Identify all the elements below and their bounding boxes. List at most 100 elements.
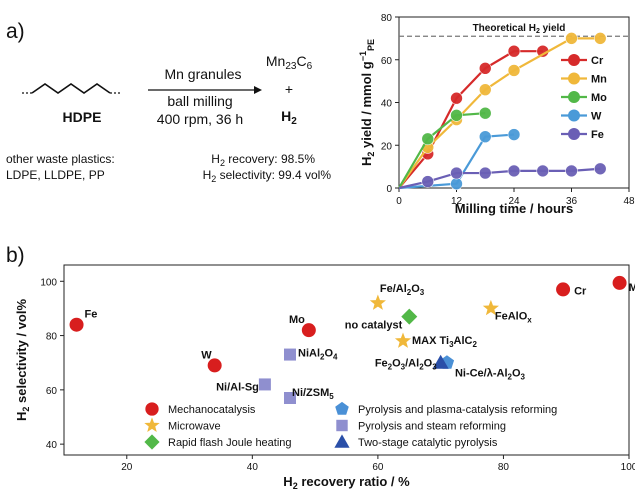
other-plastics-title: other waste plastics: [6,152,115,166]
scatter-point-w [207,358,222,373]
x-tick-label: 0 [396,196,402,207]
y-tick-label: 100 [40,277,57,288]
legend-marker-cr [568,54,580,66]
scatter-label-w: W [201,349,212,361]
scatter-chart-axes: 20 40 60 80 100 40 60 80 100 [40,264,635,473]
data-point-cr [478,62,492,75]
data-point-mo [450,109,463,122]
data-point-fe [565,164,578,178]
y-tick-label: 0 [386,184,392,195]
scatter-chart: b) 20 40 60 80 100 40 60 80 100 H2 selectivity /… [6,244,635,491]
x-tick-label: 48 [623,196,635,207]
condition-speed: 400 rpm, 36 h [157,111,243,127]
legend-label-star: Microwave [168,421,221,433]
legend-marker-pentagon [335,401,349,415]
scatter-point-fe-al2o3 [369,294,386,310]
data-point-fe [450,166,463,180]
scatter-point-fealox [482,299,499,316]
condition-milling: ball milling [167,93,232,109]
scatter-label-ni-zsm5: Ni/ZSM5 [292,387,334,401]
panel-b-label: b) [6,244,25,267]
line-chart-y-axis-label: H2 yield / mmol g−1PE [358,39,376,166]
data-point-fe [593,162,607,176]
scatter-point-no-catalyst [401,308,418,325]
scatter-point-mn [612,275,627,290]
scatter-x-axis-label: H2 recovery ratio / % [283,474,410,491]
product-hydrogen: H2 [281,108,297,127]
hdpe-chain-icon [22,83,121,94]
scatter-label-fe-al2o3: Fe/Al2O3 [380,283,425,297]
data-point-fe [478,166,492,180]
data-point-w [507,128,521,141]
scatter-label-no-catalyst: no catalyst [345,320,403,332]
scatter-legend: Mechanocatalysis Microwave Rapid flash Jou… [144,401,557,450]
y-tick-label: 60 [381,56,393,67]
line-chart-legend: Cr Mn Mo W Fe [561,54,607,141]
x-tick-label: 40 [247,462,259,473]
data-point-cr [450,91,463,105]
line-chart-axes: 0 12 24 36 48 0 20 40 60 80 [381,13,635,207]
scatter-point-fe2o3-al2o3 [432,354,449,369]
legend-label-mn: Mn [591,74,607,86]
series-line-mo [398,112,486,189]
x-tick-label: 12 [451,196,463,207]
scatter-label-max-ti3alc2: MAX Ti3AlC2 [412,335,477,349]
data-point-cr [507,44,521,58]
series-line-cr [398,50,543,189]
data-point-w [450,177,463,191]
scatter-point-max-ti3alc2 [394,332,412,348]
scatter-label-fe2o3-al2o3: Fe2O3/Al2O3 [375,358,437,372]
legend-marker-mo [568,91,580,103]
scatter-label-ni-ce-al2o3: Ni-Ce/λ-Al2O3 [455,368,526,382]
legend-label-square: Pyrolysis and steam reforming [358,421,506,433]
y-tick-label: 80 [381,13,393,24]
legend-marker-diamond [144,434,160,450]
data-point-fe [507,164,521,178]
y-tick-label: 40 [46,440,58,451]
legend-label-triangle: Two-stage catalytic pyrolysis [358,437,498,449]
data-point-mn [565,32,578,45]
data-point-fe [421,175,435,188]
y-tick-label: 80 [46,332,58,343]
legend-marker-w [568,109,580,122]
legend-label-circle: Mechanocatalysis [168,404,256,416]
legend-marker-square [336,419,348,432]
data-point-mn [593,32,607,45]
scatter-y-axis-label: H2 selectivity / vol% [14,299,31,422]
scatter-points: Fe W Mo Cr Mn Fe/Al2O3 FeAlOx MAX Ti3AlC2 no cat… [69,275,635,404]
scatter-point-mo [301,323,316,338]
data-point-w [478,130,492,143]
y-tick-label: 20 [381,141,393,152]
product-carbide: Mn23C6 [266,53,313,72]
h2-recovery-text: H2 recovery: 98.5% [211,152,315,168]
x-tick-label: 100 [621,462,635,473]
theoretical-yield-label: Theoretical H2 yield [473,23,566,35]
x-tick-label: 80 [498,462,510,473]
scatter-frame [63,264,630,456]
scatter-label-cr: Cr [574,285,587,297]
scatter-point-fe [69,317,84,332]
scatter-label-ni-al-sg: Ni/Al-Sg [216,381,259,393]
legend-label-cr: Cr [591,55,604,67]
x-tick-label: 36 [566,196,578,207]
legend-marker-star [144,417,160,433]
scatter-point-ni-zsm5 [284,392,296,404]
scatter-point-nial2o4 [284,348,296,361]
scatter-label-fealox: FeAlOx [495,310,532,324]
data-point-mn [478,83,492,96]
data-point-mn [507,64,521,77]
legend-label-diamond: Rapid flash Joule heating [168,437,292,449]
x-tick-label: 60 [372,462,384,473]
line-chart: 0 12 24 36 48 0 20 40 60 80 H2 yield / mmol g−1PE… [358,13,635,216]
panel-a-label: a) [6,20,25,43]
panel-a-scheme: a) HDPE Mn granules ball milling 400 rpm… [6,20,331,184]
other-plastics-list: LDPE, LLDPE, PP [6,168,105,182]
reagent-label: Mn granules [164,66,241,82]
reactant-label: HDPE [63,109,102,125]
line-chart-series [398,32,607,191]
x-tick-label: 24 [508,196,520,207]
legend-marker-triangle [334,434,350,448]
data-point-mo [478,106,492,120]
data-point-fe [536,164,550,178]
